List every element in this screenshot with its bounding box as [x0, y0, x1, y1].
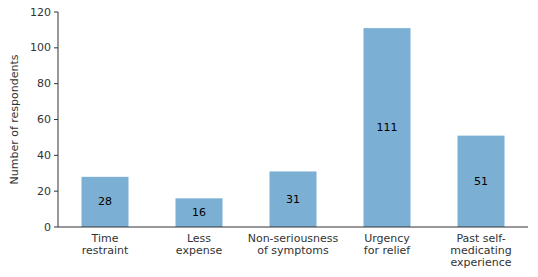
y-tick-label: 100 [30, 41, 51, 54]
chart-svg: 28 16 31 111 51 0 20 40 60 80 100 120 Timerestraint L… [0, 0, 538, 277]
bar [82, 177, 129, 227]
y-tick [54, 83, 58, 84]
bar [458, 136, 505, 227]
chart-container: 28 16 31 111 51 0 20 40 60 80 100 120 Timerestraint L… [0, 0, 538, 277]
bar [270, 171, 317, 227]
y-tick-label: 0 [44, 221, 51, 234]
x-tick-label-line: for relief [364, 244, 412, 257]
x-tick-label-line: expense [176, 244, 223, 257]
x-axis-line [58, 227, 528, 228]
y-tick [54, 227, 58, 228]
data-label: 28 [98, 195, 112, 208]
y-tick [54, 47, 58, 48]
x-tick-label: Timerestraint [82, 232, 129, 257]
data-label: 51 [474, 175, 488, 188]
x-tick-label-line: experience [451, 256, 512, 269]
y-tick [54, 155, 58, 156]
x-tick-label: Non-seriousnessof symptoms [248, 232, 339, 257]
y-tick [54, 191, 58, 192]
y-tick-label: 20 [37, 185, 51, 198]
x-tick-label-line: of symptoms [257, 244, 329, 257]
y-tick-label: 80 [37, 77, 51, 90]
y-tick-label: 120 [30, 6, 51, 19]
y-tick-label: 60 [37, 113, 51, 126]
y-tick [54, 119, 58, 120]
x-tick-label: Lessexpense [176, 232, 223, 257]
y-tick-label: 40 [37, 149, 51, 162]
x-tick-label: Urgencyfor relief [364, 232, 412, 257]
y-axis-label: Number of respondents [8, 54, 21, 184]
data-label: 111 [377, 121, 398, 134]
data-label: 16 [192, 206, 206, 219]
x-tick-label-line: restraint [82, 244, 129, 257]
bar [176, 198, 223, 227]
y-tick [54, 12, 58, 13]
bar [364, 28, 411, 227]
x-tick-label: Past self-medicatingexperience [450, 232, 512, 269]
data-label: 31 [286, 193, 300, 206]
bars [82, 28, 505, 227]
